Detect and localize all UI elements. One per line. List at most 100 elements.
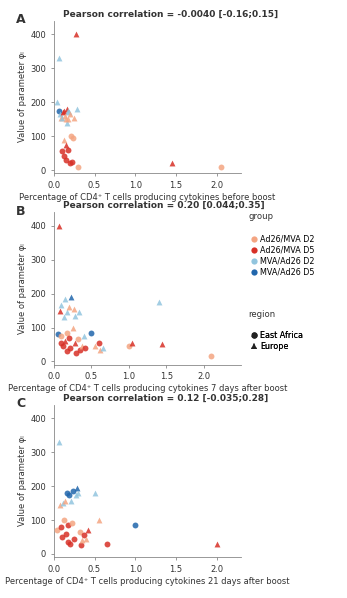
Point xyxy=(68,343,73,353)
Point xyxy=(81,530,87,540)
Text: B: B xyxy=(16,205,26,218)
Point xyxy=(68,292,74,302)
Y-axis label: Value of parameter φₗ: Value of parameter φₗ xyxy=(18,52,27,142)
Point xyxy=(67,158,73,168)
Point xyxy=(104,539,110,548)
Point xyxy=(66,333,71,343)
Point xyxy=(73,30,78,39)
Point xyxy=(58,331,63,341)
Point xyxy=(66,303,71,312)
Point xyxy=(73,490,78,499)
Point xyxy=(76,307,81,317)
Point xyxy=(59,113,65,123)
Point xyxy=(72,338,77,347)
Legend: East Africa, Europe: East Africa, Europe xyxy=(252,331,303,350)
Point xyxy=(59,338,64,347)
Point xyxy=(67,109,73,119)
Point xyxy=(58,522,64,532)
Point xyxy=(70,323,75,332)
Point xyxy=(71,534,77,544)
Point xyxy=(57,306,62,315)
Point xyxy=(79,541,84,550)
Text: Pearson correlation = -0.0040 [-0.16;0.15]: Pearson correlation = -0.0040 [-0.16;0.1… xyxy=(63,10,278,19)
Point xyxy=(65,520,70,530)
Point xyxy=(81,331,86,341)
Text: group: group xyxy=(248,212,273,221)
Point xyxy=(96,338,102,347)
Point xyxy=(85,526,91,535)
Point xyxy=(209,352,214,361)
Point xyxy=(67,108,72,117)
Point xyxy=(218,162,223,172)
Text: Pearson correlation = 0.20 [0.044;0.35]: Pearson correlation = 0.20 [0.044;0.35] xyxy=(63,201,265,210)
X-axis label: Percentage of CD4⁺ T cells producing cytokines before boost: Percentage of CD4⁺ T cells producing cyt… xyxy=(19,193,276,202)
Point xyxy=(56,221,62,231)
Point xyxy=(74,348,79,358)
Point xyxy=(100,343,105,353)
Point xyxy=(214,539,220,548)
Point xyxy=(62,294,68,303)
Point xyxy=(62,106,67,115)
Point xyxy=(96,515,101,525)
Point xyxy=(92,488,97,498)
Text: A: A xyxy=(16,13,26,26)
Point xyxy=(63,114,69,124)
Point xyxy=(64,346,69,356)
Point xyxy=(126,341,132,351)
Point xyxy=(70,133,75,143)
Point xyxy=(77,344,83,354)
Text: C: C xyxy=(16,397,25,410)
Point xyxy=(79,341,85,351)
Point xyxy=(69,157,75,166)
Point xyxy=(65,307,70,317)
Point xyxy=(57,106,62,115)
Point xyxy=(69,518,75,528)
Text: region: region xyxy=(248,310,275,319)
Point xyxy=(55,329,60,339)
Point xyxy=(66,106,71,115)
Point xyxy=(54,97,60,107)
Point xyxy=(66,145,71,154)
Point xyxy=(72,311,77,321)
Point xyxy=(62,336,68,346)
Y-axis label: Value of parameter φₗ: Value of parameter φₗ xyxy=(18,243,27,334)
Point xyxy=(67,539,73,548)
Point xyxy=(64,488,70,498)
Point xyxy=(156,297,161,307)
Point xyxy=(56,53,61,63)
Point xyxy=(75,162,81,172)
Point xyxy=(58,109,63,119)
Point xyxy=(71,304,77,313)
Point xyxy=(67,490,72,499)
Point xyxy=(64,118,70,127)
Point xyxy=(59,532,65,542)
Point xyxy=(59,301,64,310)
Point xyxy=(64,104,70,114)
Point xyxy=(58,113,64,123)
Point xyxy=(63,529,69,538)
X-axis label: Percentage of CD4⁺ T cells producing cytokines 7 days after boost: Percentage of CD4⁺ T cells producing cyt… xyxy=(8,384,287,393)
Point xyxy=(79,536,85,545)
Point xyxy=(169,158,175,168)
Point xyxy=(61,313,66,322)
Point xyxy=(68,132,74,141)
Point xyxy=(60,108,66,117)
Point xyxy=(60,498,66,508)
Point xyxy=(66,537,71,547)
Point xyxy=(62,111,68,121)
Point xyxy=(77,527,83,537)
Point xyxy=(56,437,61,447)
Point xyxy=(62,515,67,525)
Point xyxy=(88,328,94,337)
Point xyxy=(54,526,60,535)
Point xyxy=(63,155,69,164)
Point xyxy=(71,113,77,123)
Point xyxy=(63,140,69,150)
Point xyxy=(68,496,74,506)
Point xyxy=(75,488,81,498)
Text: Pearson correlation = 0.12 [-0.035;0.28]: Pearson correlation = 0.12 [-0.035;0.28] xyxy=(63,393,268,402)
X-axis label: Percentage of CD4⁺ T cells producing cytokines 21 days after boost: Percentage of CD4⁺ T cells producing cyt… xyxy=(5,576,290,586)
Point xyxy=(62,135,67,144)
Point xyxy=(65,114,70,124)
Point xyxy=(83,343,88,353)
